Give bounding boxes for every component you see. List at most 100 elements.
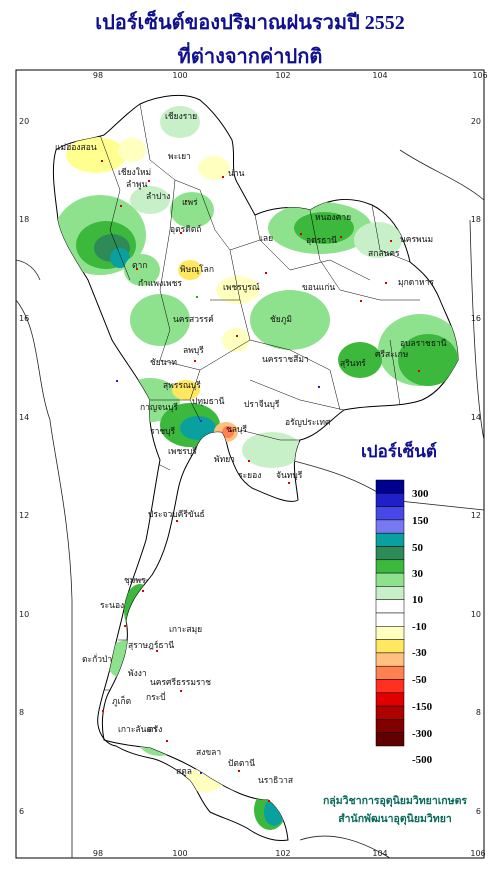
legend-swatch <box>375 586 405 600</box>
lat-tick-right: 14 <box>471 413 481 422</box>
legend-swatch <box>375 493 405 507</box>
lon-ticks-bottom: 98 100 102 104 106 <box>93 849 486 858</box>
lat-tick-left: 20 <box>19 117 29 126</box>
province-label: เพชรบุรี <box>168 446 197 457</box>
legend-swatch <box>375 626 405 640</box>
legend-swatch <box>375 519 405 534</box>
legend-label: 10 <box>412 594 424 606</box>
lat-tick-right: 8 <box>476 708 481 717</box>
province-label: แพร่ <box>182 198 198 208</box>
lat-tick-left: 8 <box>19 708 24 717</box>
province-label: ราชบุรี <box>150 426 176 437</box>
province-label: น่าน <box>228 169 245 179</box>
province-label: ลำพูน <box>126 180 148 190</box>
province-label: พิษณุโลก <box>180 264 214 275</box>
province-label: ประจวบคีรีขันธ์ <box>148 509 205 520</box>
lon-ticks-top: 98 100 102 104 106 <box>93 71 488 80</box>
province-label: หนองคาย <box>315 213 351 223</box>
province-label: นครพนม <box>400 235 433 245</box>
legend-label: -300 <box>412 728 433 740</box>
province-label: เชียงราย <box>165 111 197 122</box>
province-label: นราธิวาส <box>258 776 294 786</box>
lat-ticks-right: 20 18 16 14 12 10 8 6 <box>471 117 481 816</box>
province-label: ปทุมธานี <box>192 396 225 407</box>
legend-swatch <box>375 679 405 694</box>
province-label: อุดรธานี <box>306 235 337 246</box>
legend-swatch <box>375 612 405 627</box>
legend-swatch <box>375 599 405 614</box>
province-label: ตรัง <box>148 725 162 735</box>
legend-swatch <box>375 559 405 574</box>
legend-swatch <box>375 665 405 680</box>
coast-line-west <box>15 259 41 281</box>
province-label: ชลบุรี <box>226 424 247 435</box>
province-label: กระบี่ <box>146 691 166 703</box>
province-label: เชียงใหม่ <box>118 167 151 178</box>
lon-tick-top: 102 <box>275 71 290 80</box>
province-label: ปราจีนบุรี <box>244 399 280 410</box>
legend-label: 300 <box>412 488 429 500</box>
legend-swatch <box>375 479 405 494</box>
legend-label: -50 <box>412 674 427 686</box>
lat-ticks-left: 20 18 16 14 12 10 8 6 <box>19 117 29 816</box>
province-label: สุราษฎร์ธานี <box>128 640 174 651</box>
province-label: กำแพงเพชร <box>138 279 182 289</box>
legend-swatch <box>375 546 405 561</box>
province-label: เพชรบูรณ์ <box>223 282 260 293</box>
province-label: พะเยา <box>168 152 191 162</box>
legend-label: 50 <box>412 542 424 554</box>
map-title-line2: ที่ต่างจากค่าปกติ <box>177 46 323 68</box>
lat-tick-left: 10 <box>19 610 29 619</box>
legend-label: 150 <box>412 515 429 527</box>
myanmar-coast-line <box>15 299 73 858</box>
lat-tick-right: 10 <box>471 610 481 619</box>
lon-tick-top: 104 <box>372 71 387 80</box>
province-label: แม่ฮ่องสอน <box>55 143 97 153</box>
province-labels: เชียงราย แม่ฮ่องสอน เชียงใหม่ พะเยา ลำพู… <box>55 111 447 786</box>
province-label: สุพรรณบุรี <box>163 380 201 391</box>
legend-swatch <box>375 506 405 521</box>
province-label: ลำปาง <box>146 192 170 202</box>
laos-border-line <box>469 219 485 441</box>
lon-tick-bottom: 106 <box>470 849 485 858</box>
province-label: ลพบุรี <box>183 345 204 356</box>
province-label: สตูล <box>176 767 192 777</box>
lon-tick-bottom: 98 <box>93 849 103 858</box>
credit-line2: สำนักพัฒนาอุตุนิยมวิทยา <box>338 814 452 825</box>
province-label: ภูเก็ต <box>112 695 131 707</box>
lat-tick-left: 14 <box>19 413 29 422</box>
legend-title: เปอร์เซ็นต์ <box>361 442 437 461</box>
province-label: สุรินทร์ <box>340 358 366 369</box>
province-label: สกลนคร <box>368 249 400 259</box>
lat-tick-right: 12 <box>471 511 481 520</box>
province-label: ศรีสะเกษ <box>375 349 409 360</box>
lon-tick-top: 106 <box>472 71 487 80</box>
lat-tick-left: 16 <box>19 314 29 323</box>
legend-swatch <box>375 719 405 733</box>
legend-swatch <box>375 652 405 667</box>
legend-label: -150 <box>412 701 433 713</box>
map-title-line1: เปอร์เซ็นต์ของปริมาณฝนรวมปี 2552 <box>95 12 405 34</box>
province-label: ชุมพร <box>124 576 146 586</box>
province-label: จันทบุรี <box>276 470 303 481</box>
legend-swatch <box>375 572 405 587</box>
lat-tick-left: 12 <box>19 511 29 520</box>
lat-tick-left: 6 <box>19 807 24 816</box>
legend-label: -10 <box>412 621 427 633</box>
lat-tick-left: 18 <box>19 215 29 224</box>
province-label: นครราชสีมา <box>262 354 309 365</box>
lat-tick-right: 6 <box>476 807 481 816</box>
province-label: นครศรีธรรมราช <box>150 677 211 688</box>
legend-swatch <box>375 732 405 747</box>
legend-swatch <box>375 532 405 547</box>
legend-label: 30 <box>412 568 424 580</box>
credit-line1: กลุ่มวิชาการอุตุนิยมวิทยาเกษตร <box>322 796 468 807</box>
lon-tick-bottom: 104 <box>372 849 387 858</box>
province-label: มุกดาหาร <box>398 278 434 288</box>
legend-swatch <box>375 639 405 654</box>
province-label: เกาะสมุย <box>169 625 202 635</box>
province-label: ระยอง <box>238 471 261 481</box>
province-label: นครสวรรค์ <box>173 314 214 325</box>
lat-tick-right: 20 <box>471 117 481 126</box>
